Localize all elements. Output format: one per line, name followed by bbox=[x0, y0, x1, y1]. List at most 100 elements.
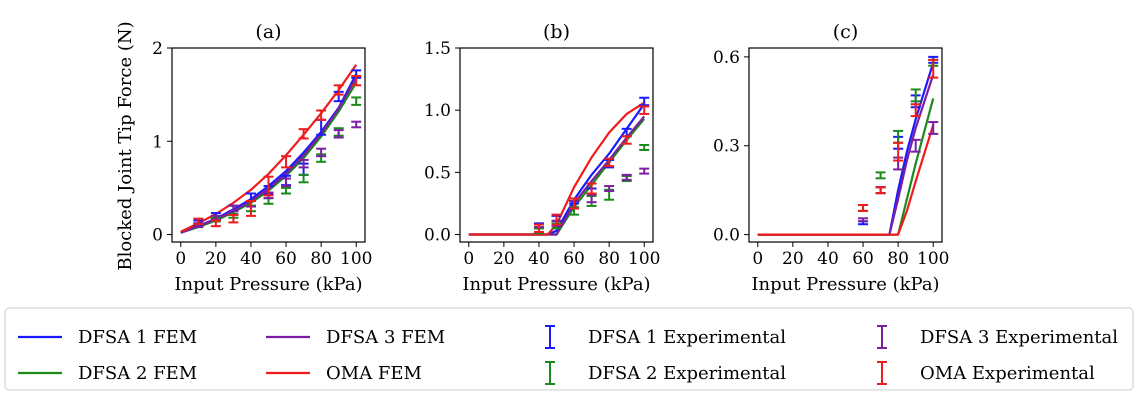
error-bar bbox=[298, 158, 309, 169]
axes-frame bbox=[171, 47, 366, 243]
x-tick-label: 100 bbox=[917, 249, 949, 269]
y-tick-label: 0.5 bbox=[424, 163, 451, 183]
series-line bbox=[180, 81, 358, 234]
y-tick-label: 1 bbox=[152, 132, 163, 152]
x-tick-label: 20 bbox=[493, 249, 515, 269]
error-bar bbox=[351, 74, 362, 87]
error-bar bbox=[569, 197, 580, 210]
panel-title: (a) bbox=[255, 21, 281, 43]
y-tick-label: 0.3 bbox=[713, 137, 740, 157]
error-bar bbox=[621, 135, 632, 145]
error-bar bbox=[639, 105, 650, 115]
error-bar bbox=[193, 217, 204, 226]
legend-label: OMA FEM bbox=[326, 363, 422, 384]
error-bar bbox=[316, 109, 327, 121]
y-tick-label: 0.6 bbox=[713, 48, 740, 68]
legend-item: DFSA 2 Experimental bbox=[545, 361, 786, 385]
legend-item: DFSA 3 Experimental bbox=[877, 325, 1118, 349]
legend-item: DFSA 1 Experimental bbox=[545, 325, 786, 349]
legend-errorbar-swatch bbox=[877, 325, 887, 349]
axes-frame bbox=[459, 47, 654, 243]
error-bar bbox=[586, 182, 597, 195]
plot-area bbox=[468, 96, 650, 236]
error-bar bbox=[639, 96, 650, 107]
x-tick-label: 100 bbox=[628, 249, 660, 269]
legend-errorbar-swatch bbox=[545, 325, 555, 349]
error-bar bbox=[333, 84, 344, 96]
legend-errorbar-swatch bbox=[545, 361, 555, 385]
error-bar bbox=[351, 96, 362, 106]
error-bar bbox=[604, 157, 615, 168]
legend-item: DFSA 3 FEM bbox=[266, 327, 445, 348]
y-axis-label: Blocked Joint Tip Force (N) bbox=[115, 21, 136, 270]
x-tick-label: 20 bbox=[205, 249, 227, 269]
y-tick-label: 2 bbox=[152, 39, 163, 59]
x-tick-label: 60 bbox=[563, 249, 585, 269]
y-tick-label: 1.0 bbox=[424, 101, 451, 121]
panel-title: (c) bbox=[833, 21, 858, 43]
y-tick-label: 1.5 bbox=[424, 39, 451, 59]
y-tick-label: 0.0 bbox=[713, 226, 740, 246]
x-tick-label: 20 bbox=[782, 249, 804, 269]
x-tick-label: 40 bbox=[240, 249, 262, 269]
error-bar bbox=[351, 120, 362, 129]
legend-item: OMA Experimental bbox=[877, 361, 1095, 385]
error-bar bbox=[263, 175, 274, 197]
error-bar bbox=[298, 128, 309, 140]
y-tick-label: 0.0 bbox=[424, 226, 451, 246]
x-tick-label: 80 bbox=[598, 249, 620, 269]
chart-panel-0: (a) 0 20 40 60 80 100 0 1 2 Input Pressure (kPa) bbox=[152, 21, 372, 295]
error-bar bbox=[928, 58, 939, 79]
error-bar bbox=[639, 167, 650, 175]
error-bar bbox=[639, 144, 650, 151]
error-bar bbox=[586, 193, 597, 204]
legend-item: DFSA 2 FEM bbox=[18, 363, 197, 384]
legend-item: DFSA 1 FEM bbox=[18, 327, 197, 348]
error-bar bbox=[533, 223, 544, 234]
x-tick-label: 100 bbox=[340, 249, 372, 269]
axes-frame bbox=[748, 47, 943, 243]
error-bar bbox=[910, 103, 921, 118]
error-bar bbox=[910, 138, 921, 153]
legend-label: DFSA 3 FEM bbox=[326, 327, 445, 348]
legend-label: OMA Experimental bbox=[920, 363, 1095, 384]
legend-item: OMA FEM bbox=[266, 363, 422, 384]
error-bar bbox=[281, 155, 292, 169]
error-bar bbox=[858, 217, 869, 223]
series-line bbox=[757, 124, 935, 236]
plot-area bbox=[180, 64, 362, 234]
chart-panel-2: (c) 0 20 40 60 80 100 0.0 0.3 0.6 Input Pressure (… bbox=[713, 21, 950, 295]
error-bar bbox=[910, 88, 921, 103]
error-bar bbox=[333, 129, 344, 139]
error-bar bbox=[604, 185, 615, 193]
x-tick-label: 0 bbox=[463, 249, 474, 269]
error-bar bbox=[210, 219, 221, 228]
error-bar bbox=[281, 186, 292, 195]
error-bar bbox=[875, 171, 886, 180]
x-tick-label: 60 bbox=[275, 249, 297, 269]
legend-label: DFSA 2 Experimental bbox=[588, 363, 786, 384]
error-bar bbox=[281, 177, 292, 188]
series-line bbox=[757, 98, 935, 236]
series-line bbox=[180, 64, 358, 233]
x-axis-label: Input Pressure (kPa) bbox=[462, 274, 650, 295]
legend-errorbar-swatch bbox=[877, 361, 887, 385]
series-line bbox=[468, 101, 645, 236]
legend-label: DFSA 2 FEM bbox=[78, 363, 197, 384]
x-tick-label: 60 bbox=[852, 249, 874, 269]
error-bar bbox=[245, 199, 256, 217]
legend-label: DFSA 1 Experimental bbox=[588, 327, 786, 348]
x-tick-label: 40 bbox=[817, 249, 839, 269]
x-axis-label: Input Pressure (kPa) bbox=[751, 274, 939, 295]
legend-label: DFSA 3 Experimental bbox=[920, 327, 1118, 348]
error-bar bbox=[551, 213, 562, 226]
error-bar bbox=[228, 204, 239, 213]
x-axis-label: Input Pressure (kPa) bbox=[174, 274, 362, 295]
error-bar bbox=[298, 173, 309, 184]
error-bar bbox=[316, 147, 327, 158]
error-bar bbox=[621, 173, 632, 181]
series-line bbox=[180, 73, 358, 234]
error-bar bbox=[928, 121, 939, 135]
